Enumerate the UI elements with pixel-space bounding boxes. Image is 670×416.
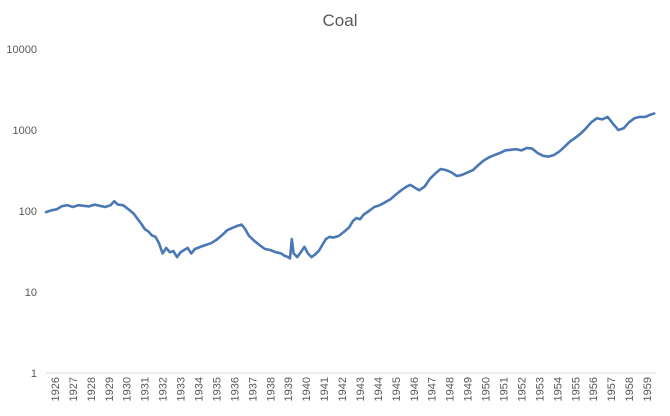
x-tick-label: 1937 — [247, 377, 259, 401]
x-tick-label: 1931 — [140, 377, 152, 401]
x-tick-label: 1951 — [499, 377, 511, 401]
x-tick-label: 1935 — [211, 377, 223, 401]
x-tick-label: 1926 — [50, 377, 62, 401]
x-tick-label: 1946 — [409, 377, 421, 401]
x-tick-label: 1945 — [391, 377, 403, 401]
x-tick-label: 1954 — [552, 377, 564, 401]
chart-title: Coal — [323, 11, 358, 30]
x-tick-label: 1930 — [122, 377, 134, 401]
x-tick-label: 1947 — [427, 377, 439, 401]
x-tick-label: 1943 — [355, 377, 367, 401]
x-tick-label: 1936 — [229, 377, 241, 401]
x-tick-label: 1950 — [481, 377, 493, 401]
x-tick-label: 1957 — [606, 377, 618, 401]
x-tick-label: 1938 — [265, 377, 277, 401]
x-tick-label: 1953 — [534, 377, 546, 401]
x-axis-ticks: 1926 1927 1928 1929 1930 1931 1932 1933 1934 1935… — [50, 377, 654, 401]
y-axis-ticks: 1 10 100 1000 10000 — [6, 44, 37, 380]
x-tick-label: 1944 — [373, 377, 385, 401]
x-tick-label: 1941 — [319, 377, 331, 401]
x-tick-label: 1959 — [642, 377, 654, 401]
series-line — [44, 112, 656, 260]
x-tick-label: 1939 — [283, 377, 295, 401]
x-tick-label: 1934 — [194, 377, 206, 401]
x-tick-label: 1929 — [104, 377, 116, 401]
y-tick-label: 10000 — [6, 44, 37, 56]
x-tick-label: 1942 — [337, 377, 349, 401]
x-tick-label: 1940 — [301, 377, 313, 401]
x-tick-label: 1955 — [570, 377, 582, 401]
x-tick-label: 1949 — [463, 377, 475, 401]
y-tick-label: 1 — [31, 368, 37, 380]
y-tick-label: 10 — [25, 287, 37, 299]
x-tick-label: 1948 — [445, 377, 457, 401]
x-tick-label: 1932 — [158, 377, 170, 401]
x-tick-label: 1956 — [588, 377, 600, 401]
x-tick-label: 1933 — [176, 377, 188, 401]
y-tick-label: 1000 — [13, 125, 37, 137]
x-tick-label: 1952 — [516, 377, 528, 401]
x-tick-label: 1958 — [624, 377, 636, 401]
x-tick-label: 1928 — [86, 377, 98, 401]
x-tick-label: 1927 — [68, 377, 80, 401]
y-tick-label: 100 — [19, 206, 37, 218]
